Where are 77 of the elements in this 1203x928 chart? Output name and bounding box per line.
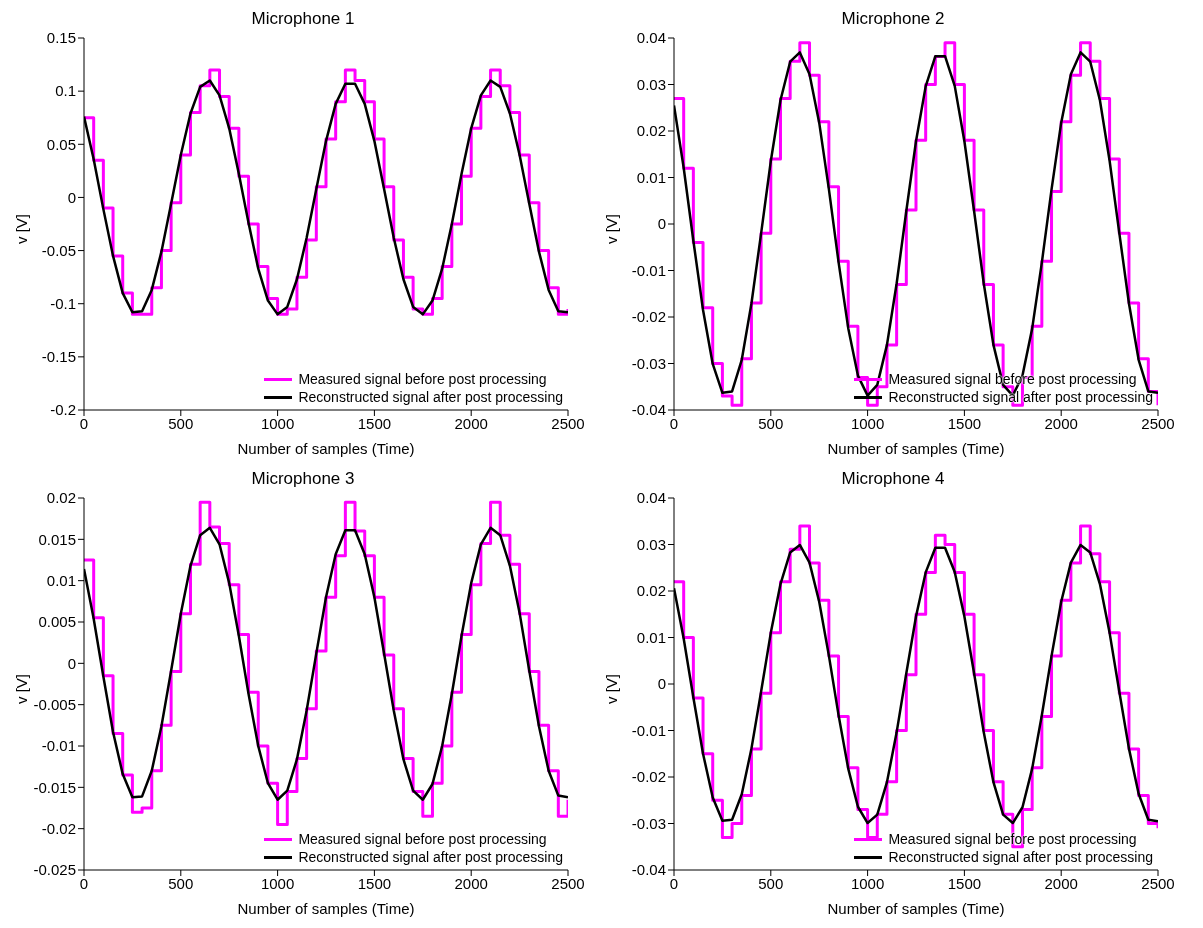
y-tick-label: 0.01 bbox=[46, 571, 76, 589]
x-tick-label: 2000 bbox=[1044, 874, 1078, 892]
chart-title: Microphone 3 bbox=[251, 469, 355, 488]
x-tick-label: 2000 bbox=[454, 874, 488, 892]
x-tick-label: 1000 bbox=[260, 414, 295, 432]
x-tick-label: 500 bbox=[758, 874, 784, 892]
y-tick-label: -0.03 bbox=[631, 814, 666, 832]
y-tick-label: -0.02 bbox=[631, 308, 666, 326]
x-tick-label: 0 bbox=[79, 414, 89, 432]
x-axis-title: Number of samples (Time) bbox=[237, 900, 415, 917]
y-tick-label: 0 bbox=[67, 654, 76, 672]
y-tick-label: -0.04 bbox=[631, 401, 666, 419]
y-tick-label: -0.2 bbox=[50, 401, 76, 419]
x-tick-label: 500 bbox=[168, 874, 194, 892]
legend-label: Reconstructed signal after post processing bbox=[298, 388, 563, 406]
x-tick-label: 2500 bbox=[551, 414, 585, 432]
y-tick-label: -0.005 bbox=[33, 695, 76, 713]
y-tick-label: 0.02 bbox=[636, 122, 666, 140]
y-tick-label: -0.02 bbox=[631, 768, 666, 786]
y-tick-label: -0.03 bbox=[631, 354, 666, 372]
x-tick-label: 2000 bbox=[454, 414, 488, 432]
x-tick-label: 1500 bbox=[357, 874, 392, 892]
y-tick-label: -0.025 bbox=[33, 861, 76, 879]
legend-label: Reconstructed signal after post processing bbox=[298, 848, 563, 866]
y-tick-label: 0.02 bbox=[46, 489, 76, 507]
x-tick-label: 1000 bbox=[260, 874, 295, 892]
x-tick-label: 0 bbox=[669, 414, 679, 432]
x-tick-label: 2500 bbox=[1141, 874, 1175, 892]
y-tick-label: 0 bbox=[67, 188, 76, 206]
x-tick-label: 1500 bbox=[357, 414, 392, 432]
y-tick-label: 0.01 bbox=[636, 628, 666, 646]
legend-label: Reconstructed signal after post processing bbox=[888, 848, 1153, 866]
y-tick-label: -0.04 bbox=[631, 861, 666, 879]
x-tick-label: 1000 bbox=[850, 874, 885, 892]
chart-title: Microphone 1 bbox=[251, 9, 355, 28]
x-tick-label: 2500 bbox=[551, 874, 585, 892]
x-tick-label: 2500 bbox=[1141, 414, 1175, 432]
x-axis-title: Number of samples (Time) bbox=[827, 900, 1005, 917]
x-tick-label: 500 bbox=[758, 414, 784, 432]
x-tick-label: 2000 bbox=[1044, 414, 1078, 432]
y-axis-title: v [V] bbox=[13, 213, 31, 244]
y-tick-label: 0.15 bbox=[46, 29, 76, 47]
chart-title: Microphone 4 bbox=[841, 469, 945, 488]
y-tick-label: 0 bbox=[657, 675, 666, 693]
x-tick-label: 500 bbox=[168, 414, 194, 432]
x-axis-title: Number of samples (Time) bbox=[827, 440, 1005, 457]
y-tick-label: 0 bbox=[657, 215, 666, 233]
y-tick-label: 0.03 bbox=[636, 75, 666, 93]
chart-title: Microphone 2 bbox=[841, 9, 945, 28]
y-tick-label: 0.04 bbox=[636, 29, 666, 47]
y-tick-label: -0.015 bbox=[33, 778, 76, 796]
y-tick-label: -0.01 bbox=[631, 721, 666, 739]
legend-label: Measured signal before post processing bbox=[298, 370, 547, 388]
y-tick-label: -0.01 bbox=[631, 261, 666, 279]
y-axis-title: v [V] bbox=[603, 213, 621, 244]
legend-label: Measured signal before post processing bbox=[298, 830, 547, 848]
y-tick-label: 0.05 bbox=[46, 135, 76, 153]
y-tick-label: 0.015 bbox=[38, 530, 76, 548]
x-axis-title: Number of samples (Time) bbox=[237, 440, 415, 457]
y-tick-label: 0.04 bbox=[636, 489, 666, 507]
x-tick-label: 1000 bbox=[850, 414, 885, 432]
y-axis-title: v [V] bbox=[13, 673, 31, 704]
x-tick-label: 0 bbox=[669, 874, 679, 892]
y-tick-label: 0.1 bbox=[55, 82, 76, 100]
y-tick-label: -0.02 bbox=[41, 819, 76, 837]
x-tick-label: 1500 bbox=[947, 414, 982, 432]
y-tick-label: -0.15 bbox=[41, 348, 76, 366]
y-tick-label: 0.005 bbox=[38, 613, 76, 631]
y-tick-label: -0.01 bbox=[41, 737, 76, 755]
x-tick-label: 1500 bbox=[947, 874, 982, 892]
y-tick-label: 0.02 bbox=[636, 582, 666, 600]
x-tick-label: 0 bbox=[79, 874, 89, 892]
y-axis-title: v [V] bbox=[603, 673, 621, 704]
y-tick-label: -0.05 bbox=[41, 241, 76, 259]
y-tick-label: -0.1 bbox=[50, 295, 76, 313]
y-tick-label: 0.03 bbox=[636, 535, 666, 553]
y-tick-label: 0.01 bbox=[636, 168, 666, 186]
